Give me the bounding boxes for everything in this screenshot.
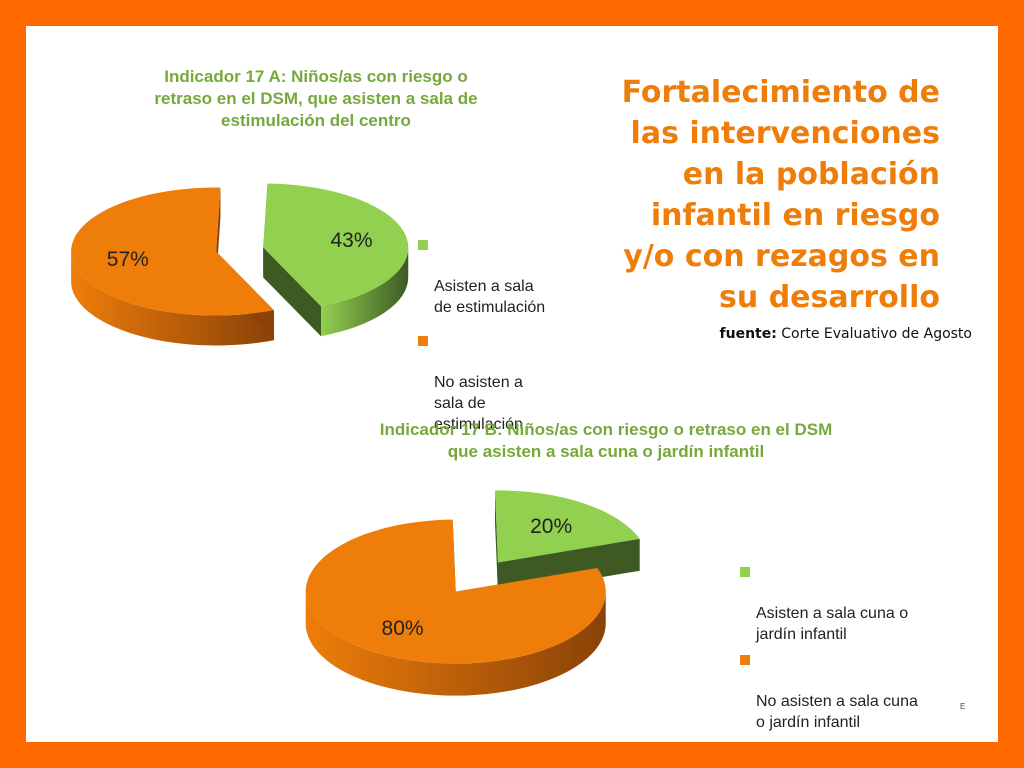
chart-a-legend: Asisten a sala de estimulación No asiste… bbox=[418, 234, 588, 447]
slice-side-0-1 bbox=[71, 251, 274, 346]
chart-a-pie: 43% 57% bbox=[71, 183, 409, 346]
source-note: fuente: Corte Evaluativo de Agosto bbox=[720, 326, 972, 342]
slice-label-0-0: 43% bbox=[331, 229, 373, 252]
footnote: E bbox=[960, 702, 966, 711]
chart-a-legend-label-asisten: Asisten a sala de estimulación bbox=[434, 278, 546, 316]
headline: Fortalecimiento de las intervenciones en… bbox=[621, 75, 940, 315]
source-text: Corte Evaluativo de Agosto bbox=[781, 326, 972, 342]
chart-a-title: Indicador 17 A: Niños/as con riesgo o re… bbox=[154, 67, 478, 130]
chart-a-legend-swatch-orange bbox=[418, 336, 428, 346]
chart-a-legend-label-no-asisten: No asisten a sala de estimulación bbox=[434, 374, 523, 433]
chart-b-legend-swatch-green bbox=[740, 567, 750, 577]
chart-a-legend-item-asisten: Asisten a sala de estimulación bbox=[418, 234, 588, 318]
source-label: fuente: bbox=[719, 326, 777, 342]
chart-0-labels: 43% 57% bbox=[107, 229, 373, 271]
chart-1-tops bbox=[305, 490, 640, 664]
slide: Indicador 17 A: Niños/as con riesgo o re… bbox=[26, 26, 998, 742]
chart-b-pie: 20% 80% bbox=[305, 490, 640, 696]
slice-cut-0-0-1 bbox=[263, 247, 322, 337]
slice-side-0-0 bbox=[321, 247, 409, 337]
chart-b-legend-item-no-asisten: No asisten a sala cuna o jardín infantil bbox=[740, 649, 980, 733]
chart-a-legend-swatch-green bbox=[418, 240, 428, 250]
chart-b-legend-item-asisten: Asisten a sala cuna o jardín infantil bbox=[740, 561, 980, 645]
chart-b-legend-label-asisten: Asisten a sala cuna o jardín infantil bbox=[756, 605, 909, 643]
slice-top-0-0 bbox=[263, 183, 409, 307]
chart-1-labels: 20% 80% bbox=[382, 515, 573, 640]
slice-label-0-1: 57% bbox=[107, 248, 149, 271]
chart-a-legend-item-no-asisten: No asisten a sala de estimulación bbox=[418, 330, 588, 435]
slice-top-1-0 bbox=[495, 490, 640, 563]
slice-top-1-1 bbox=[305, 519, 606, 664]
chart-b-legend-label-no-asisten: No asisten a sala cuna o jardín infantil bbox=[756, 693, 918, 731]
slice-label-1-1: 80% bbox=[382, 617, 424, 640]
chart-b-title: Indicador 17 B: Niños/as con riesgo o re… bbox=[379, 420, 833, 461]
chart-0-tops bbox=[71, 183, 409, 316]
slice-cut-1-0-0 bbox=[495, 490, 499, 595]
slice-top-0-1 bbox=[71, 187, 274, 316]
slice-label-1-0: 20% bbox=[530, 515, 572, 538]
chart-b-legend: Asisten a sala cuna o jardín infantil No… bbox=[740, 561, 980, 737]
chart-b-legend-swatch-orange bbox=[740, 655, 750, 665]
slice-side-1-1 bbox=[305, 591, 606, 696]
